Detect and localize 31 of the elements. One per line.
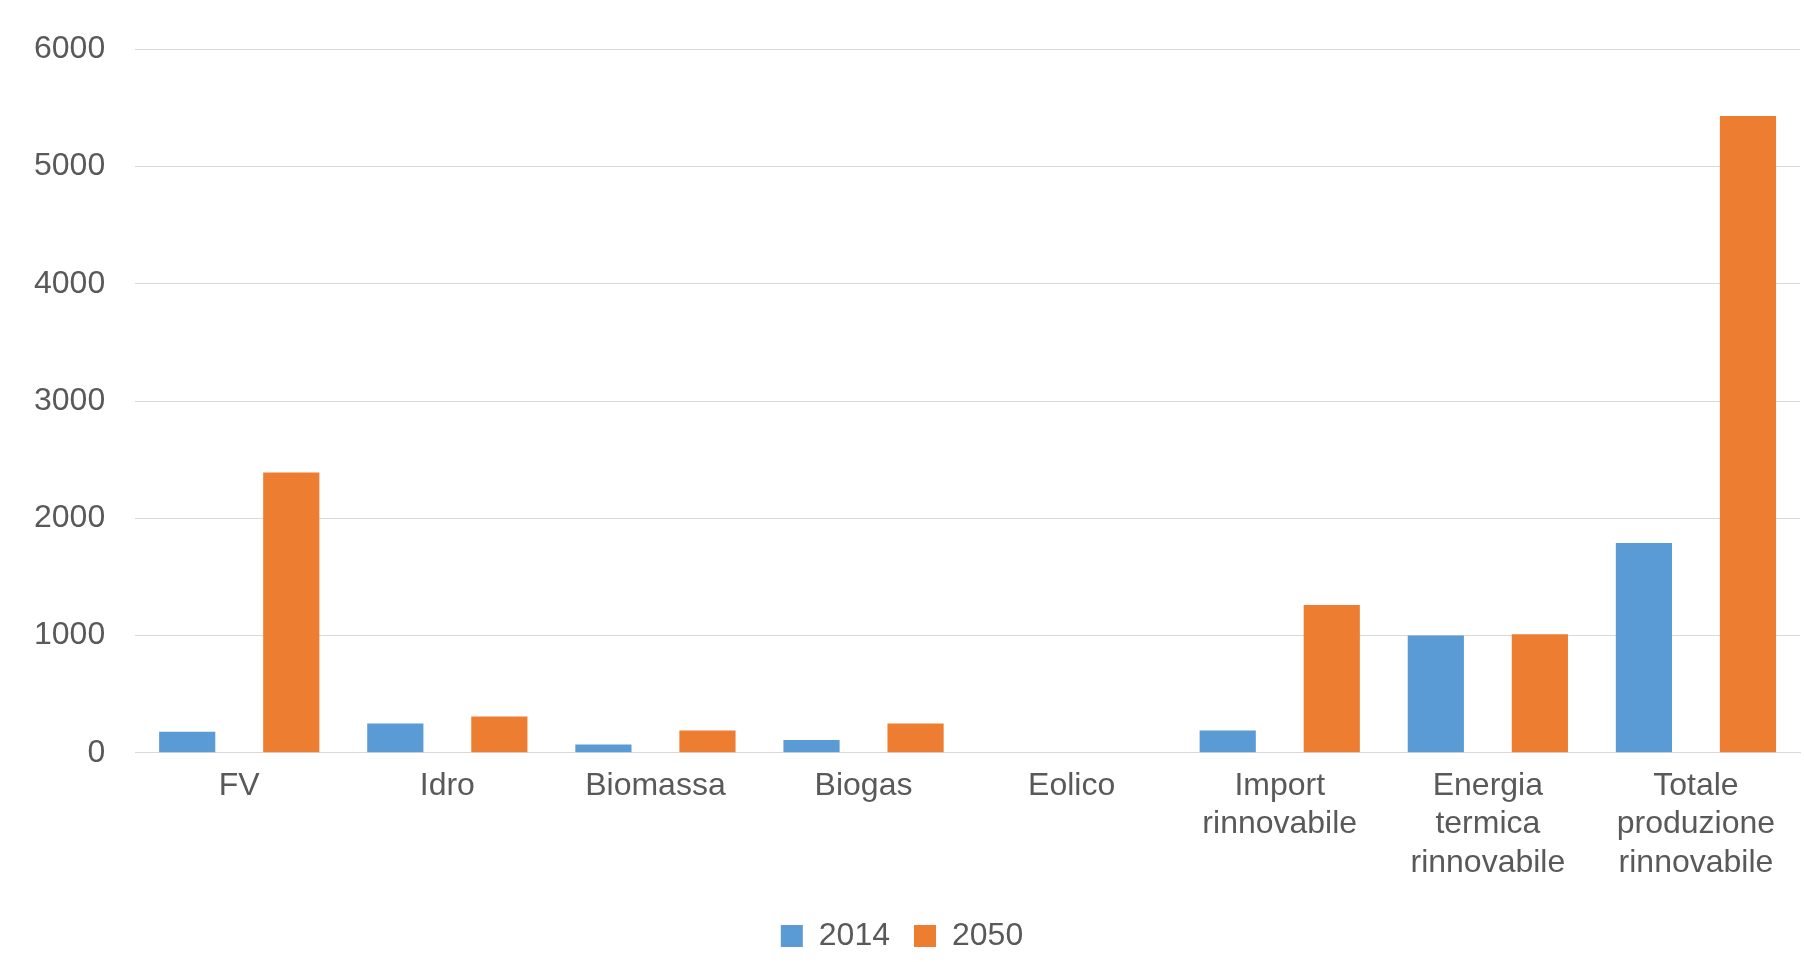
bar [1407, 635, 1464, 753]
y-tick-label: 2000 [34, 498, 106, 535]
y-tick-label: 6000 [34, 29, 106, 66]
x-tick-label: Idro [419, 765, 475, 802]
x-tick-label: Eolico [1028, 765, 1116, 802]
bar [263, 472, 320, 753]
bar [1303, 605, 1360, 753]
bar [679, 730, 736, 753]
y-tick-label: 4000 [34, 263, 106, 300]
bar [367, 723, 424, 753]
y-tick-label: 5000 [34, 146, 106, 183]
x-tick-label: Energia termica rinnovabile [1410, 765, 1566, 879]
legend-label: 2050 [952, 915, 1024, 952]
x-tick-label: FV [218, 765, 261, 802]
bar [1719, 116, 1777, 753]
bar [1615, 542, 1673, 753]
legend-label: 2014 [818, 915, 890, 952]
bar [1199, 730, 1256, 753]
bar [887, 723, 944, 753]
x-tick-label: Biomassa [585, 765, 726, 802]
bar [783, 739, 840, 753]
x-tick-label: Biogas [814, 765, 913, 802]
bar [471, 716, 528, 753]
y-tick-label: 0 [87, 732, 106, 769]
bar [1511, 634, 1568, 753]
y-tick-label: 1000 [34, 615, 106, 652]
bar [575, 744, 632, 753]
x-tick-label: Import rinnovabile [1202, 765, 1358, 841]
x-tick-label: Totale produzione rinnovabile [1616, 765, 1776, 879]
y-tick-label: 3000 [34, 380, 106, 417]
bar [159, 731, 216, 753]
